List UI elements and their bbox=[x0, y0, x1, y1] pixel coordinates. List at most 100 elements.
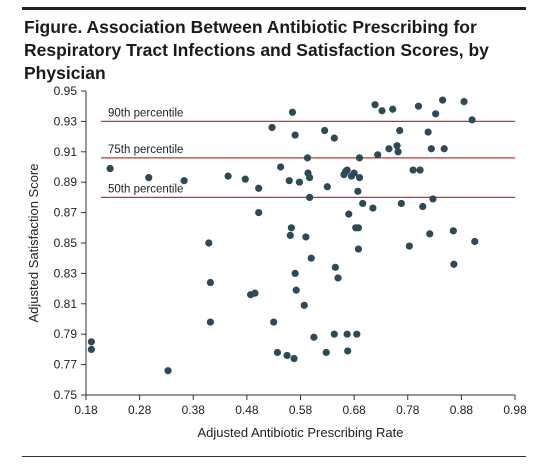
data-point bbox=[251, 289, 259, 297]
data-point bbox=[416, 166, 424, 174]
x-tick-label: 0.38 bbox=[182, 403, 206, 417]
x-tick-label: 0.18 bbox=[74, 403, 98, 417]
data-point bbox=[286, 231, 294, 239]
data-point bbox=[389, 105, 397, 113]
data-point bbox=[106, 164, 114, 173]
data-point bbox=[345, 210, 353, 218]
data-point bbox=[427, 145, 435, 153]
data-point bbox=[426, 230, 434, 238]
x-tick-label: 0.48 bbox=[235, 403, 259, 417]
y-tick-label: 0.89 bbox=[54, 175, 78, 189]
data-point bbox=[255, 209, 263, 217]
data-point bbox=[268, 123, 276, 132]
reference-line-label: 50th percentile bbox=[108, 183, 183, 195]
data-point bbox=[393, 142, 401, 150]
x-tick-label: 0.78 bbox=[396, 403, 420, 417]
data-point bbox=[206, 318, 215, 326]
y-tick-label: 0.75 bbox=[54, 388, 78, 402]
data-point bbox=[414, 102, 423, 110]
data-point bbox=[440, 145, 448, 153]
bottom-rule bbox=[22, 456, 526, 457]
data-point bbox=[409, 166, 417, 174]
data-point bbox=[371, 101, 379, 109]
data-point bbox=[460, 98, 468, 106]
data-points bbox=[87, 96, 479, 375]
data-point bbox=[450, 260, 458, 268]
data-point bbox=[277, 163, 285, 171]
y-tick-label: 0.81 bbox=[54, 297, 78, 311]
data-point bbox=[224, 172, 232, 180]
data-point bbox=[306, 193, 314, 201]
data-point bbox=[180, 177, 188, 185]
y-axis-title: Adjusted Satisfaction Score bbox=[26, 164, 41, 323]
data-point bbox=[405, 242, 413, 250]
data-point bbox=[350, 169, 358, 177]
x-tick-label: 0.88 bbox=[450, 403, 474, 417]
data-point bbox=[330, 134, 338, 142]
data-point bbox=[397, 199, 405, 208]
data-point bbox=[374, 151, 382, 159]
data-point bbox=[302, 233, 310, 241]
y-tick-label: 0.79 bbox=[54, 327, 78, 341]
data-point bbox=[270, 318, 278, 326]
data-point bbox=[285, 177, 293, 185]
data-point bbox=[394, 148, 402, 156]
data-point bbox=[385, 145, 393, 153]
data-point bbox=[310, 333, 318, 341]
data-point bbox=[291, 131, 299, 139]
x-tick-label: 0.28 bbox=[128, 403, 152, 417]
data-point bbox=[287, 224, 295, 232]
x-tick-label: 0.58 bbox=[289, 403, 313, 417]
data-point bbox=[164, 367, 172, 375]
data-point bbox=[353, 330, 361, 338]
data-point bbox=[307, 254, 315, 262]
data-point bbox=[354, 245, 363, 253]
data-point bbox=[419, 202, 427, 211]
data-point bbox=[354, 187, 362, 195]
reference-line-label: 90th percentile bbox=[108, 107, 183, 119]
data-point bbox=[321, 126, 329, 135]
data-point bbox=[295, 178, 304, 186]
data-point bbox=[306, 174, 314, 182]
reference-line-label: 75th percentile bbox=[108, 144, 183, 156]
data-point bbox=[429, 195, 437, 203]
y-tick-label: 0.95 bbox=[54, 84, 78, 98]
data-point bbox=[359, 199, 367, 208]
data-point bbox=[343, 330, 351, 338]
figure-title: Figure. Association Between Antibiotic P… bbox=[24, 17, 489, 83]
data-point bbox=[396, 126, 404, 135]
data-point bbox=[283, 351, 291, 360]
data-point bbox=[323, 183, 331, 191]
data-point bbox=[471, 237, 479, 246]
data-point bbox=[449, 227, 457, 235]
data-point bbox=[468, 116, 476, 124]
data-point bbox=[322, 348, 330, 357]
data-point bbox=[355, 174, 364, 182]
data-point bbox=[205, 239, 213, 247]
reference-lines: 90th percentile 75th percentile 50th perce… bbox=[101, 107, 515, 199]
data-point bbox=[303, 154, 312, 162]
y-tick-label: 0.91 bbox=[54, 145, 78, 159]
data-point bbox=[206, 278, 215, 287]
y-tick-label: 0.87 bbox=[54, 206, 78, 220]
data-point bbox=[334, 274, 342, 282]
data-point bbox=[378, 107, 386, 115]
x-tick-label: 0.68 bbox=[342, 403, 366, 417]
data-point bbox=[354, 224, 363, 232]
data-point bbox=[331, 263, 339, 271]
data-point bbox=[145, 174, 153, 182]
data-point bbox=[241, 175, 249, 183]
data-point bbox=[292, 286, 300, 294]
data-point bbox=[288, 108, 297, 116]
y-tick-label: 0.93 bbox=[54, 114, 78, 128]
data-point bbox=[344, 347, 352, 355]
top-rule bbox=[22, 7, 526, 10]
y-tick-label: 0.77 bbox=[54, 358, 78, 372]
x-axis-title: Adjusted Antibiotic Prescribing Rate bbox=[198, 425, 404, 440]
data-point bbox=[439, 96, 447, 104]
data-point bbox=[291, 269, 299, 277]
data-point bbox=[87, 338, 95, 346]
y-tick-label: 0.85 bbox=[54, 236, 78, 250]
data-point bbox=[424, 128, 432, 136]
